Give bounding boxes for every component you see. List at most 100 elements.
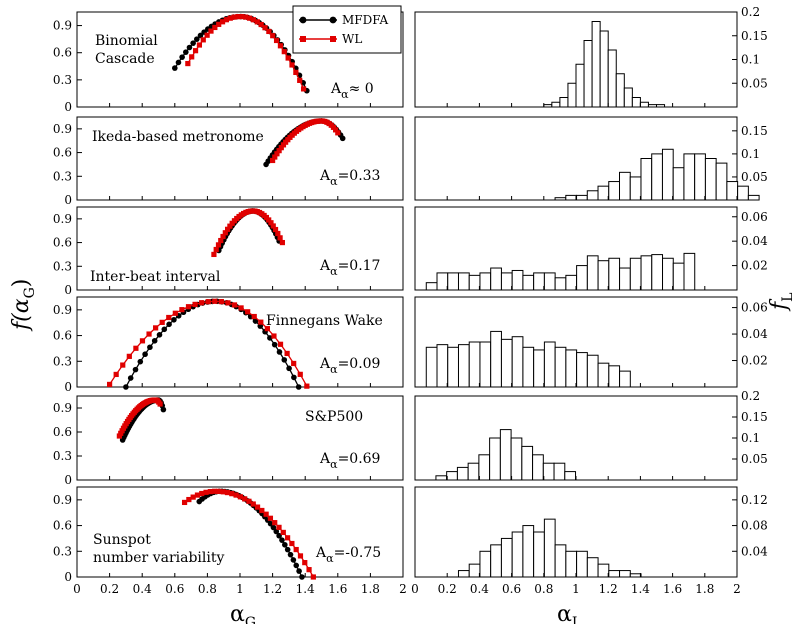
histogram-bar: [425, 346, 438, 388]
wl-point: [333, 127, 339, 133]
wl-point: [218, 299, 224, 305]
y-tick-label: 0.08: [741, 519, 768, 533]
y-tick-label: 0.06: [741, 210, 768, 224]
left-panel-5: 0 0.3 0.6 0.9 S&P500 Aα=0.69: [53, 395, 404, 487]
histogram-bar: [554, 346, 567, 388]
mfdfa-point: [295, 384, 302, 390]
mfdfa-point: [147, 344, 153, 351]
right-panel-3: 0.02 0.04 0.06: [414, 206, 768, 291]
panel-title-line: Sunspot: [93, 532, 151, 548]
wl-point: [215, 242, 222, 248]
x-tick-label: 1: [236, 582, 244, 596]
x-tick-label: 1.2: [599, 582, 618, 596]
mfdfa-point: [166, 321, 172, 328]
wl-point: [277, 235, 283, 241]
right-panel-6: 0.04 0.08 0.12 0 0.2 0.4 0.6 0.8 1 1.2 1.4 1.6 1.8 2: [411, 486, 768, 596]
wl-point: [246, 15, 253, 21]
y-tick-label: 0.05: [741, 76, 768, 90]
mfdfa-point: [293, 562, 300, 569]
wl-point: [192, 301, 198, 307]
wl-point: [139, 338, 146, 344]
histogram-bar: [554, 277, 567, 291]
y-tick-label: 0.3: [53, 169, 72, 183]
histogram-bar: [511, 336, 524, 388]
histogram-bar: [436, 272, 449, 291]
y-tick-label: 0: [64, 283, 72, 297]
y-tick-label: 0.9: [53, 212, 72, 226]
wl-point: [245, 309, 251, 315]
wl-point: [216, 488, 222, 494]
wl-point: [133, 345, 139, 351]
wl-point: [229, 491, 235, 497]
y-tick-label: 0: [64, 380, 72, 394]
x-tick-label: 1.4: [631, 582, 650, 596]
y-tick-label: 0: [64, 570, 72, 584]
right-panel-4: 0.02 0.04 0.06: [414, 296, 768, 388]
wl-point: [270, 33, 276, 39]
y-tick-label: 0.15: [741, 410, 768, 424]
y-tick-label: 0.12: [741, 493, 768, 507]
y-tick-label: 0.15: [741, 29, 768, 43]
histogram-bar: [559, 97, 569, 108]
histogram-bar: [629, 573, 642, 578]
panels-group: 0 0.3 0.6 0.9 Binomial Cascade Aα≈ 0 0 0.3 0.6 0.9…: [53, 5, 768, 596]
wl-point: [281, 49, 287, 55]
legend-mfdfa-marker-2: [329, 16, 337, 24]
histogram-bar: [651, 153, 663, 201]
histogram-bar: [597, 185, 610, 201]
histogram-bar: [521, 445, 534, 481]
wl-point: [284, 350, 290, 357]
wl-point: [194, 492, 201, 498]
y-tick-label: 0.6: [53, 519, 72, 533]
wl-point: [277, 341, 284, 347]
histogram-bar: [479, 550, 492, 578]
x-tick-label: 2: [733, 582, 741, 596]
histogram-bar: [490, 330, 502, 388]
histogram-bar: [597, 362, 610, 388]
mfdfa-point: [282, 541, 288, 548]
wl-point: [120, 362, 126, 368]
histogram-bar: [623, 87, 633, 108]
wl-point: [227, 223, 233, 229]
y-tick-label: 0.02: [741, 354, 768, 368]
legend-mfdfa-label: MFDFA: [342, 13, 389, 27]
left-panel-6: 0 0.3 0.6 0.9 0 0.2 0.4 0.6 0.8 1 1.2 1.4 1.6 1.8 2 Sun…: [53, 486, 407, 596]
wl-point: [246, 498, 252, 504]
histogram-bar: [554, 544, 567, 578]
legend-wl-label: WL: [342, 32, 362, 46]
wl-point: [200, 37, 206, 43]
wl-point: [189, 54, 195, 60]
wl-point: [153, 325, 159, 331]
left-x-axis-label: αG: [230, 602, 256, 624]
histogram-bar: [457, 272, 470, 291]
histogram-bar: [479, 341, 492, 388]
wl-point: [263, 511, 269, 517]
asymmetry-label: Aα=0.33: [319, 168, 380, 188]
histogram-bar: [576, 265, 588, 291]
histogram-bar: [586, 354, 599, 388]
wl-point: [258, 21, 264, 28]
wl-point: [291, 360, 297, 367]
wl-point: [293, 546, 299, 553]
histogram-bar: [672, 262, 685, 291]
wl-point: [181, 499, 188, 506]
wl-point: [157, 401, 163, 407]
wl-point: [227, 15, 233, 21]
wl-point: [243, 14, 249, 20]
panel-title-line: Cascade: [95, 51, 155, 67]
histogram-bar: [608, 181, 621, 201]
histogram-bar: [619, 570, 631, 578]
mfdfa-point: [151, 337, 158, 344]
histogram-bar: [522, 346, 535, 388]
histogram-bar: [447, 346, 459, 388]
wl-point: [220, 233, 226, 240]
histogram-bar: [543, 341, 556, 388]
histogram-bar: [435, 475, 448, 481]
y-tick-label: 0.3: [53, 449, 72, 463]
y-tick-label: 0.9: [53, 122, 72, 136]
wl-point: [304, 383, 310, 389]
wl-point: [223, 17, 230, 23]
histogram-bar: [532, 454, 544, 481]
wl-point: [258, 319, 264, 325]
y-tick-label: 0.9: [53, 401, 72, 415]
